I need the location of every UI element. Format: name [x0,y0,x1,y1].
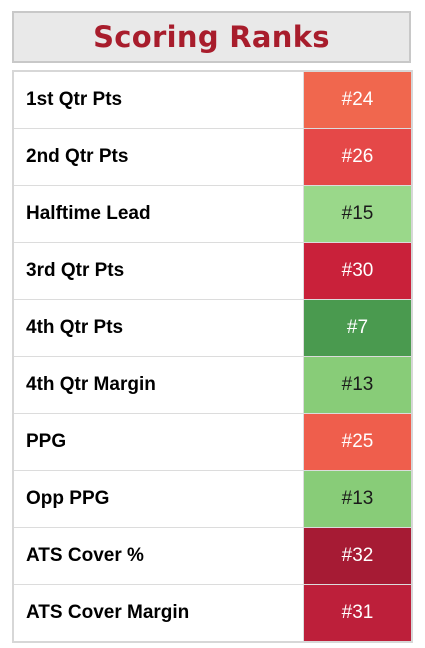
rank-cell: #7 [303,300,411,356]
rank-cell: #32 [303,528,411,584]
rank-cell: #13 [303,357,411,413]
table-row: 3rd Qtr Pts #30 [14,243,411,300]
stat-label: ATS Cover % [26,545,144,566]
table-row: Opp PPG #13 [14,471,411,528]
table-row: ATS Cover % #32 [14,528,411,585]
page-title: Scoring Ranks [93,20,330,54]
stat-label: 1st Qtr Pts [26,89,123,110]
title-box: Scoring Ranks [12,11,411,63]
rank-cell: #13 [303,471,411,527]
table-row: PPG #25 [14,414,411,471]
table-row: ATS Cover Margin #31 [14,585,411,641]
table-row: Halftime Lead #15 [14,186,411,243]
table-row: 1st Qtr Pts #24 [14,72,411,129]
table-row: 4th Qtr Pts #7 [14,300,411,357]
stat-label: 3rd Qtr Pts [26,260,125,281]
rank-cell: #24 [303,72,411,128]
stat-label: ATS Cover Margin [26,602,190,623]
rank-cell: #26 [303,129,411,185]
stat-label: Halftime Lead [26,203,151,224]
table-row: 2nd Qtr Pts #26 [14,129,411,186]
scoring-ranks-table: 1st Qtr Pts #24 2nd Qtr Pts #26 Halftime… [12,70,413,643]
rank-cell: #31 [303,585,411,641]
rank-cell: #15 [303,186,411,242]
rank-cell: #30 [303,243,411,299]
rank-cell: #25 [303,414,411,470]
table-row: 4th Qtr Margin #13 [14,357,411,414]
stat-label: Opp PPG [26,488,110,509]
stat-label: PPG [26,431,67,452]
stat-label: 2nd Qtr Pts [26,146,129,167]
stat-label: 4th Qtr Margin [26,374,156,395]
stat-label: 4th Qtr Pts [26,317,124,338]
